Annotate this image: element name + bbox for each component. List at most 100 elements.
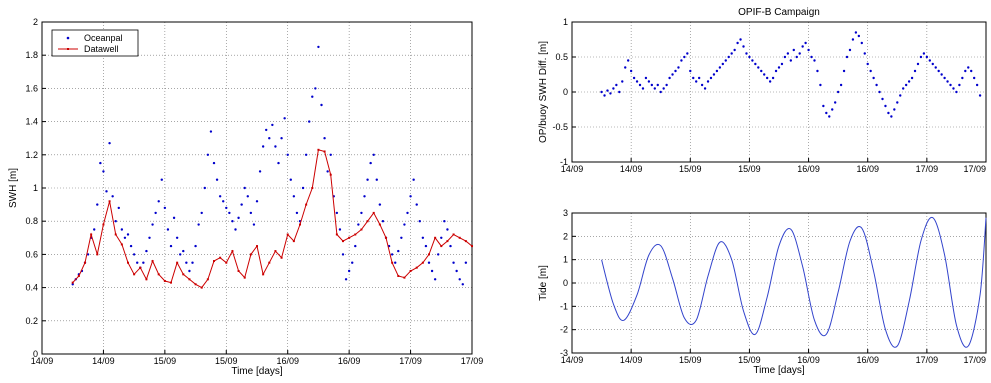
diff-point bbox=[931, 62, 934, 66]
swh-point bbox=[375, 178, 378, 181]
swh-point bbox=[354, 233, 357, 236]
swh-point bbox=[351, 261, 354, 264]
diff-point bbox=[899, 94, 902, 97]
swh-point bbox=[90, 233, 93, 236]
diff-ytick-label: 0.5 bbox=[555, 52, 568, 62]
tide-x-axis-label: Time [days] bbox=[753, 365, 805, 376]
diff-point bbox=[902, 87, 905, 90]
diff-xtick-label: 14/09 bbox=[561, 164, 584, 174]
diff-point bbox=[786, 52, 790, 55]
swh-point bbox=[329, 173, 332, 176]
swh-point bbox=[261, 145, 265, 148]
swh-point bbox=[237, 270, 240, 272]
swh-point bbox=[311, 95, 314, 98]
diff-point bbox=[961, 76, 964, 80]
swh-point bbox=[84, 261, 86, 264]
diff-point bbox=[780, 62, 784, 66]
diff-point bbox=[964, 69, 967, 73]
diff-xtick-label: 16/09 bbox=[797, 164, 820, 174]
swh-point bbox=[394, 261, 397, 264]
swh-point bbox=[77, 274, 80, 277]
swh-point bbox=[357, 223, 360, 226]
diff-point bbox=[893, 108, 896, 111]
diff-point bbox=[940, 73, 943, 76]
swh-point bbox=[406, 211, 409, 215]
swh-point bbox=[317, 45, 320, 49]
swh-point bbox=[385, 236, 387, 239]
swh-point bbox=[225, 261, 228, 264]
swh-point bbox=[179, 253, 182, 256]
diff-point bbox=[801, 45, 804, 48]
legend-swatch-dot bbox=[66, 36, 70, 40]
swh-point bbox=[372, 211, 375, 214]
swh-point bbox=[237, 216, 240, 220]
diff-point bbox=[609, 92, 612, 95]
swh-point bbox=[71, 281, 74, 284]
swh-point bbox=[409, 270, 412, 272]
swh-point bbox=[446, 228, 449, 231]
diff-point bbox=[724, 59, 727, 62]
swh-point bbox=[231, 220, 234, 223]
swh-point bbox=[182, 249, 185, 253]
diff-point bbox=[632, 76, 636, 80]
swh-point bbox=[378, 203, 382, 206]
diff-point bbox=[922, 52, 926, 55]
swh-point bbox=[440, 245, 443, 248]
swh-point bbox=[102, 223, 105, 226]
diff-point bbox=[689, 69, 692, 73]
diff-point bbox=[934, 66, 937, 69]
swh-point bbox=[258, 170, 262, 173]
diff-point bbox=[848, 48, 852, 52]
legend-entry: Datawell bbox=[84, 44, 119, 54]
swh-point bbox=[71, 283, 74, 286]
swh-point bbox=[206, 153, 210, 156]
swh-ytick-label: 0.6 bbox=[25, 249, 38, 259]
diff-point bbox=[653, 87, 656, 90]
swh-point bbox=[326, 170, 329, 173]
diff-point bbox=[612, 87, 615, 90]
swh-point bbox=[366, 220, 369, 223]
swh-xtick-label: 14/09 bbox=[31, 356, 54, 366]
swh-point bbox=[335, 211, 339, 215]
swh-point bbox=[252, 223, 256, 226]
swh-point bbox=[108, 200, 111, 203]
diff-point bbox=[763, 73, 766, 76]
swh-point bbox=[428, 253, 430, 256]
swh-point bbox=[360, 211, 363, 215]
swh-point bbox=[145, 278, 148, 281]
swh-ytick-label: 1.2 bbox=[25, 150, 38, 160]
swh-point bbox=[464, 261, 468, 264]
diff-point bbox=[842, 69, 846, 73]
swh-point bbox=[283, 117, 286, 120]
swh-point bbox=[219, 256, 222, 259]
diff-point bbox=[700, 83, 704, 87]
swh-point bbox=[461, 283, 464, 286]
diff-point bbox=[748, 55, 751, 59]
tide-ytick-label: -1 bbox=[560, 301, 568, 311]
swh-point bbox=[317, 148, 320, 151]
swh-ytick-label: 0.8 bbox=[25, 216, 38, 226]
diff-point bbox=[736, 41, 739, 45]
swh-point bbox=[430, 269, 434, 273]
swh-ytick-label: 0.2 bbox=[25, 316, 38, 326]
diff-point bbox=[771, 76, 775, 80]
swh-point bbox=[176, 261, 179, 264]
diff-point bbox=[828, 115, 831, 118]
swh-point bbox=[243, 186, 246, 190]
legend-box bbox=[51, 29, 139, 57]
diff-point bbox=[845, 55, 849, 59]
swh-point bbox=[114, 233, 117, 236]
diff-point bbox=[967, 66, 970, 69]
diff-point bbox=[851, 38, 855, 41]
diff-point bbox=[863, 52, 866, 55]
swh-point bbox=[209, 130, 213, 133]
diff-point bbox=[706, 80, 710, 83]
swh-point bbox=[347, 269, 351, 273]
swh-point bbox=[348, 236, 351, 239]
swh-point bbox=[215, 178, 219, 181]
diff-point bbox=[727, 55, 730, 59]
swh-point bbox=[271, 123, 274, 127]
diff-point bbox=[715, 69, 719, 73]
swh-point bbox=[338, 228, 342, 231]
